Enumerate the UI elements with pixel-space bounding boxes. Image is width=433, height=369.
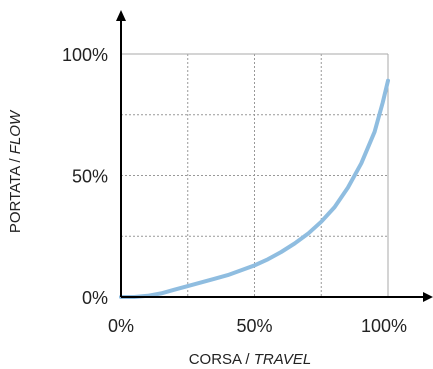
y-tick-label: 0%: [82, 288, 108, 308]
tick-labels: 0% 50% 100% 0% 50% 100%: [62, 45, 407, 336]
x-tick-label: 50%: [236, 316, 272, 336]
y-tick-label: 50%: [72, 167, 108, 187]
axes: [116, 10, 433, 302]
grid-lines: [121, 53, 389, 297]
y-axis-title: PORTATA / FLOW: [7, 109, 24, 233]
y-axis-arrow: [116, 10, 126, 21]
x-tick-label: 100%: [361, 316, 407, 336]
series-layer: [119, 78, 390, 299]
x-axis-arrow: [423, 292, 433, 302]
x-tick-label: 0%: [108, 316, 134, 336]
x-axis-title: CORSA / TRAVEL: [189, 351, 312, 368]
series-line: [119, 78, 390, 299]
y-tick-label: 100%: [62, 45, 108, 65]
